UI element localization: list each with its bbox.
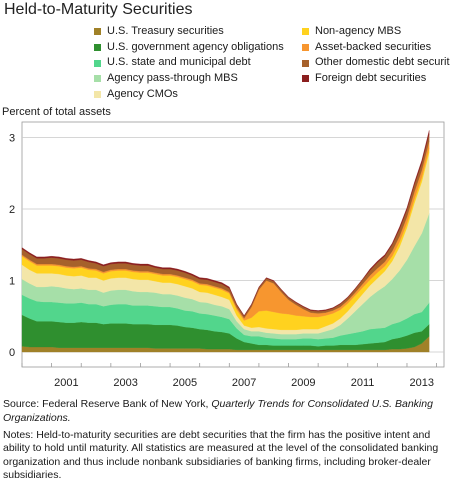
- y-tick-label: 3: [9, 133, 15, 145]
- legend-label: U.S. Treasury securities: [107, 25, 224, 37]
- x-tick-label: 2001: [54, 377, 78, 389]
- legend-label: U.S. state and municipal debt: [107, 56, 251, 69]
- legend-item-u-s-treasury-securities: U.S. Treasury securities: [94, 24, 284, 40]
- y-axis-title: Percent of total assets: [2, 106, 111, 118]
- legend-label: Non-agency MBS: [315, 25, 402, 37]
- legend-label: U.S. government agency obligations: [107, 40, 284, 53]
- x-tick-label: 2005: [173, 377, 197, 389]
- y-tick-label: 0: [9, 347, 15, 359]
- y-tick-label: 2: [9, 204, 15, 216]
- legend-item-asset-backed-securities: Asset-backed securities: [302, 40, 450, 56]
- legend-label: Asset-backed securities: [315, 40, 432, 53]
- legend-swatch: [302, 75, 309, 83]
- legend-swatch: [94, 91, 101, 99]
- chart-title: Held-to-Maturity Securities: [4, 1, 193, 18]
- legend-item-agency-pass-through-mbs: Agency pass-through MBS: [94, 71, 284, 87]
- legend-label: Other domestic debt securities: [315, 56, 450, 69]
- legend-label: Agency pass-through MBS: [107, 72, 238, 85]
- legend-col-1: U.S. Treasury securities U.S. government …: [94, 24, 284, 103]
- chart-plot: 0 1 2 3 2001 2003 2005 2007 2009 2011 2013: [9, 121, 445, 389]
- legend-label: Agency CMOs: [107, 87, 178, 100]
- legend-item-agency-cmos: Agency CMOs: [94, 87, 284, 103]
- x-tick-label: 2003: [113, 377, 137, 389]
- legend-swatch: [94, 44, 101, 52]
- legend-swatch: [94, 28, 101, 36]
- legend-swatch: [302, 44, 309, 52]
- axes: 0 1 2 3 2001 2003 2005 2007 2009 2011 2013: [9, 133, 437, 389]
- legend-item-foreign-debt-securities: Foreign debt securities: [302, 71, 450, 87]
- legend-item-u-s-government-agency-obligations: U.S. government agency obligations: [94, 40, 284, 56]
- x-tick-label: 2011: [351, 377, 375, 389]
- legend-item-u-s-state-and-municipal-debt: U.S. state and municipal debt: [94, 55, 284, 71]
- y-tick-label: 1: [9, 276, 15, 288]
- x-tick-label: 2009: [291, 377, 315, 389]
- area-foreign-debt-securities: [21, 130, 430, 317]
- source-publication: Quarterly Trends for Consolidated U.S. B…: [3, 398, 433, 424]
- notes-text: Notes: Held-to-maturity securities are d…: [3, 429, 439, 481]
- source-note: Source: Federal Reserve Bank of New York…: [3, 398, 443, 425]
- legend-swatch: [302, 59, 309, 67]
- legend-item-non-agency-mbs: Non-agency MBS: [302, 24, 450, 40]
- x-tick-label: 2007: [232, 377, 256, 389]
- legend-swatch: [94, 75, 101, 83]
- legend-label: Foreign debt securities: [315, 72, 427, 85]
- legend-swatch: [94, 59, 101, 67]
- x-tick-label: 2013: [410, 377, 434, 389]
- area-layers: [21, 130, 430, 353]
- legend-col-2: Non-agency MBS Asset-backed securities Oth…: [302, 24, 450, 87]
- legend-item-other-domestic-debt-securities: Other domestic debt securities: [302, 55, 450, 71]
- legend-swatch: [302, 28, 309, 36]
- source-prefix: Source: Federal Reserve Bank of New York…: [3, 398, 212, 410]
